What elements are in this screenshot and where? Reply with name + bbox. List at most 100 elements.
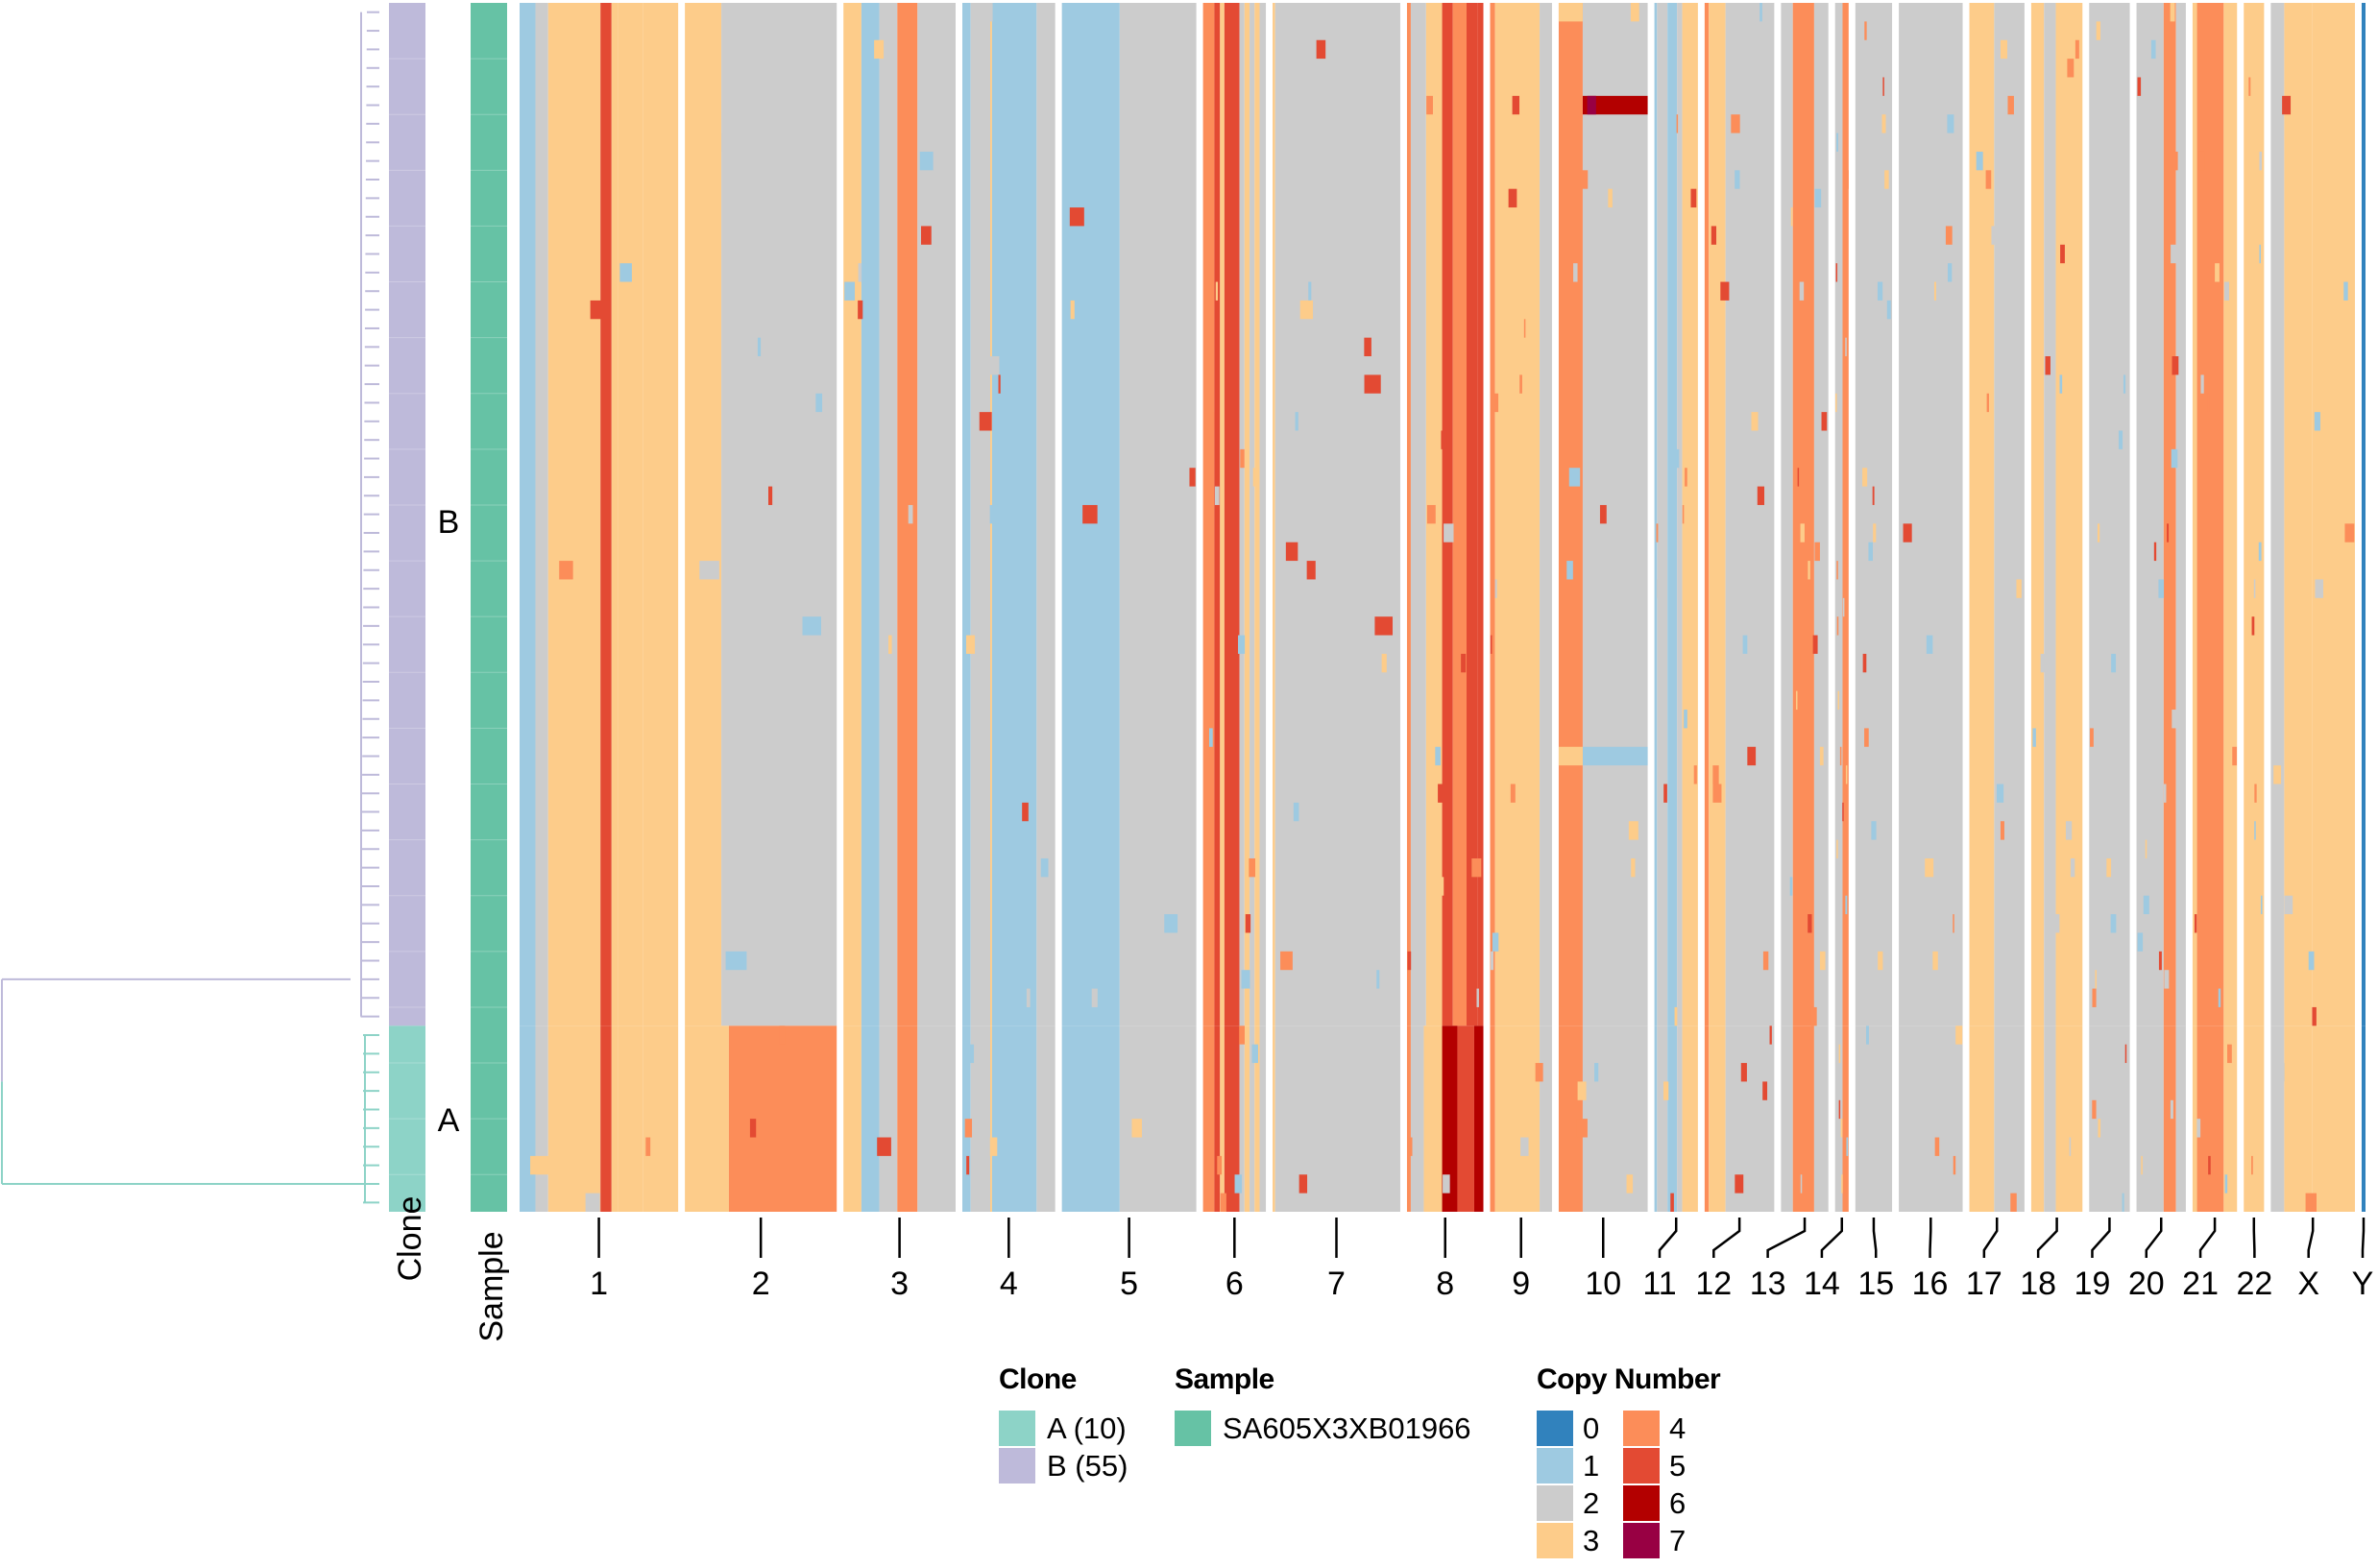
chromosome-tick	[1658, 1218, 1678, 1258]
cn-cell-variant	[1160, 356, 1177, 375]
cn-segment-clone-a	[1457, 1025, 1474, 1212]
cn-cell-variant	[1189, 468, 1196, 487]
cn-cell-variant	[1234, 1174, 1242, 1194]
cn-cell-variant	[2065, 821, 2073, 840]
cn-segment-clone-a	[1899, 1025, 1963, 1212]
copy-number-label-4: 4	[1669, 1411, 1686, 1445]
cn-cell-variant	[645, 1137, 651, 1156]
clone-axis-label: Clone	[392, 1196, 428, 1282]
cn-cell-variant	[1926, 635, 1933, 654]
cn-segment-clone-a	[1250, 1025, 1255, 1212]
chromosome-tick	[1766, 1218, 1807, 1258]
cn-segment-clone-b	[2284, 3, 2313, 1026]
cn-cell-variant	[2010, 1193, 2017, 1212]
cn-cell-variant	[1808, 561, 1810, 580]
cn-cell-variant	[1611, 932, 1622, 952]
cn-cell-variant	[1476, 988, 1479, 1007]
cn-cell-variant	[1494, 579, 1497, 598]
cn-cell-variant	[1819, 746, 1824, 766]
cn-cell-variant	[2089, 635, 2093, 654]
chromosome-tick	[1872, 1218, 1878, 1258]
cn-cell-variant	[657, 3, 667, 22]
cn-cell-variant	[1731, 114, 1740, 133]
cn-segment-clone-b	[600, 3, 612, 1026]
cn-cell-variant	[757, 337, 762, 357]
chromosome-tick	[1712, 1218, 1741, 1258]
cn-segment-clone-a	[1214, 1025, 1221, 1212]
copy-number-legend-grid: 0 4 1 5 2 6 3 7	[1537, 1410, 1720, 1559]
cn-cell-variant	[1014, 263, 1019, 282]
copy-number-label-2: 2	[1583, 1485, 1600, 1520]
cn-cell-variant	[2045, 356, 2050, 375]
cn-cell-variant	[1872, 486, 1875, 505]
cn-cell-variant	[1690, 188, 1697, 208]
cn-cell-variant	[858, 300, 863, 320]
cn-cell-variant	[1835, 393, 1837, 413]
cn-cell-variant	[865, 468, 880, 487]
cn-cell-variant	[2343, 281, 2348, 301]
cn-segment-clone-a	[1969, 1025, 1995, 1212]
cn-cell-variant	[1626, 1174, 1634, 1194]
cn-segment-clone-b	[1259, 3, 1267, 1026]
cn-segment-clone-b	[1250, 3, 1255, 1026]
chromosome-tick	[1929, 1218, 1932, 1258]
cn-segment-clone-a	[1473, 1025, 1484, 1212]
cn-cell-variant	[2172, 710, 2179, 729]
cn-cell-variant	[979, 412, 992, 431]
cn-cell-variant	[989, 504, 1000, 524]
cn-cell-variant	[2170, 1099, 2173, 1120]
cn-cell-variant	[1933, 281, 1936, 301]
chromosome-8	[1406, 3, 1484, 1212]
chromosome-label-17: 17	[1966, 1266, 2002, 1302]
cn-segment-clone-a	[1813, 1025, 1829, 1212]
cn-cell-variant	[1381, 653, 1387, 673]
cn-segment-clone-a	[618, 1025, 643, 1212]
cn-cell-variant	[1814, 542, 1820, 562]
cn-cell-variant	[1835, 263, 1838, 282]
cn-cell-variant	[998, 374, 1001, 394]
copy-number-swatch-1	[1537, 1448, 1573, 1484]
cn-segment-clone-b	[1813, 3, 1829, 1026]
cn-segment-clone-a	[1224, 1025, 1240, 1212]
cn-cell-variant	[2335, 542, 2345, 562]
cn-cell-variant	[2259, 244, 2261, 264]
cn-cell-variant	[1523, 319, 1526, 338]
cn-segment-clone-a	[2055, 1025, 2083, 1212]
chromosome-label-14: 14	[1804, 1266, 1840, 1302]
cn-segment-clone-a	[1781, 1025, 1793, 1212]
cn-segment-clone-a	[2361, 1025, 2366, 1212]
cn-cell-variant	[1409, 1137, 1413, 1156]
cn-segment-clone-a	[2136, 1025, 2164, 1212]
copy-number-label-5: 5	[1669, 1448, 1686, 1483]
cn-cell-variant	[1757, 486, 1765, 505]
cn-segment-clone-b	[1477, 3, 1484, 1026]
cn-segment-clone-b	[2196, 3, 2224, 1026]
cn-cell-variant	[2095, 597, 2098, 617]
cn-segment-clone-b	[1274, 3, 1400, 1026]
chromosome-axis: 1 2 3 4 5 6 7 8 9 10 11 12 13 14 15 16 17 18 19 20 21 22 X Y	[590, 1218, 2373, 1302]
chromosome-1	[520, 3, 679, 1212]
cn-segment-clone-b	[1406, 3, 1411, 1026]
cn-cell-variant	[1220, 1193, 1226, 1212]
cn-segment-clone-a	[685, 1025, 729, 1212]
cn-cell-variant	[1424, 1099, 1428, 1120]
chromosome-Y	[2361, 3, 2366, 1212]
cn-cell-variant	[1845, 895, 1848, 915]
copy-number-label-3: 3	[1583, 1523, 1600, 1557]
cn-cell-variant	[2258, 226, 2261, 245]
cn-cell-variant	[1512, 95, 1520, 115]
cn-segment-clone-b	[520, 3, 536, 1026]
cn-segment-clone-b	[1119, 3, 1197, 1026]
copy-number-legend-item-0: 0	[1537, 1410, 1623, 1447]
cn-cell-variant	[1932, 895, 1941, 915]
chromosome-label-2: 2	[752, 1266, 770, 1302]
cn-event-chr10-amplification	[1582, 95, 1648, 115]
chromosome-label-Y: Y	[2352, 1266, 2374, 1302]
cn-cell-variant	[2032, 728, 2036, 747]
cn-segment-clone-a	[1410, 1025, 1424, 1212]
cn-cell-variant	[1836, 839, 1838, 858]
cn-cell-variant	[1986, 393, 1989, 413]
cn-cell-variant	[559, 561, 573, 580]
cn-segment-clone-a	[2030, 1025, 2045, 1212]
cn-cell-variant	[2124, 1044, 2127, 1064]
